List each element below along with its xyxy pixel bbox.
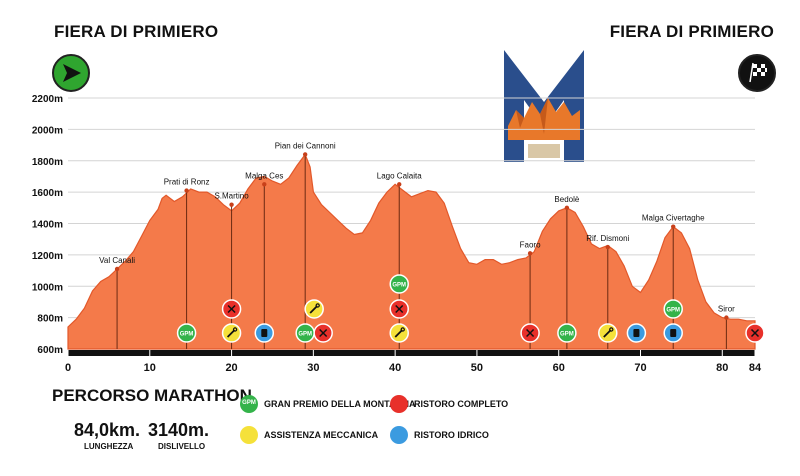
location-label: Prati di Ronz (164, 178, 210, 187)
y-tick-label: 1000m (32, 282, 63, 293)
wrench-icon (309, 305, 318, 314)
location-dot (564, 205, 570, 211)
location-dot (527, 251, 533, 256)
wrench-icon (240, 426, 258, 444)
y-tick-label: 800m (37, 314, 63, 325)
wrench-head-icon (315, 303, 320, 308)
location-dot (605, 244, 610, 250)
gpm-marker (557, 323, 577, 343)
location-label: S.Martino (214, 192, 249, 201)
location-dot (229, 202, 234, 207)
x-tick-label: 20 (225, 362, 237, 374)
location-label: Bedolè (554, 195, 579, 204)
x-tick-label: 60 (553, 362, 565, 374)
gpm-marker-label: GPM (180, 332, 194, 338)
y-tick-label: 1400m (32, 220, 63, 231)
fork-knife-icon (526, 328, 535, 338)
location-dot (397, 182, 402, 187)
location-dot (671, 224, 676, 229)
location-label: Rif. Dismoni (586, 234, 629, 243)
elevation-area (67, 153, 756, 350)
legend-label: GRAN PREMIO DELLA MONTAGNA (264, 399, 416, 409)
x-tick-label: 84 (749, 362, 762, 374)
x-tick-label: 40 (389, 362, 401, 374)
fork-knife-icon (395, 304, 404, 314)
y-tick-label: 1200m (32, 251, 63, 262)
location-dot (302, 152, 308, 157)
y-tick-label: 1600m (32, 188, 63, 199)
legend-title: PERCORSO MARATHON (52, 386, 252, 405)
start-title: FIERA DI PRIMIERO (54, 22, 219, 41)
gpm-marker-label: GPM (298, 332, 312, 338)
gpm-icon: GPM (240, 395, 258, 413)
gpm-marker (389, 274, 409, 294)
location-label: Malga Civertaghe (642, 214, 705, 223)
finish-title: FIERA DI PRIMIERO (609, 22, 774, 41)
location-label: Malga Ces (245, 171, 283, 180)
location-label: Siror (718, 305, 735, 314)
x-tick-label: 30 (307, 362, 319, 374)
gpm-marker-label: GPM (560, 332, 574, 338)
stat-label: LUNGHEZZA (84, 442, 134, 451)
wrench-head-icon (400, 327, 405, 332)
fork-knife-icon (319, 328, 328, 338)
gpm-marker (176, 323, 197, 343)
legend-icon-text: GPM (242, 400, 256, 406)
elevation-chart: 600m 800m 1000m 1200m 1400m 1600m 1800m 2000m 22… (32, 94, 765, 374)
x-tick-label: 80 (716, 362, 728, 374)
wrench-icon (226, 329, 236, 338)
x-tick-label: 0 (65, 362, 71, 374)
stat-value: 84,0km. (74, 420, 141, 440)
y-tick-label: 2200m (32, 94, 63, 105)
location-dot (724, 315, 729, 320)
legend-label: RISTORO COMPLETO (414, 399, 509, 409)
water-bottle-icon (261, 329, 268, 337)
x-axis-bar (68, 350, 755, 356)
fork-knife-icon (390, 395, 408, 413)
legend-label: ASSISTENZA MECCANICA (264, 430, 379, 440)
location-label: Lago Calaita (377, 171, 422, 180)
wrench-head-icon (232, 327, 238, 332)
stat-label: DISLIVELLO (158, 442, 206, 451)
y-tick-label: 600m (37, 345, 63, 356)
wrench-icon (394, 329, 403, 338)
water-bottle-icon (633, 329, 640, 337)
wrench-icon (603, 329, 612, 338)
legend-label: RISTORO IDRICO (414, 430, 489, 440)
fork-knife-icon (227, 304, 236, 314)
water-bottle-icon (390, 426, 408, 444)
gpm-marker-label: GPM (392, 283, 406, 289)
location-label: Pian dei Cannoni (275, 141, 336, 150)
gpm-marker-label: GPM (666, 308, 680, 314)
finish-flag-icon (738, 54, 776, 92)
stat-value: 3140m. (148, 420, 210, 440)
x-tick-label: 70 (634, 362, 646, 374)
fork-knife-icon (750, 328, 760, 338)
gpm-marker (663, 299, 683, 319)
y-tick-label: 1800m (32, 157, 63, 168)
water-bottle-icon (670, 329, 677, 337)
location-dot (262, 182, 267, 187)
location-dot (114, 266, 120, 272)
location-label: Val Canali (99, 256, 135, 265)
x-tick-label: 50 (471, 362, 483, 374)
x-tick-label: 10 (144, 362, 156, 374)
wrench-head-icon (609, 327, 614, 332)
location-label: Faoro (520, 240, 541, 249)
location-dot (184, 188, 189, 193)
start-arrow-icon (52, 54, 90, 92)
y-tick-label: 2000m (32, 125, 63, 136)
